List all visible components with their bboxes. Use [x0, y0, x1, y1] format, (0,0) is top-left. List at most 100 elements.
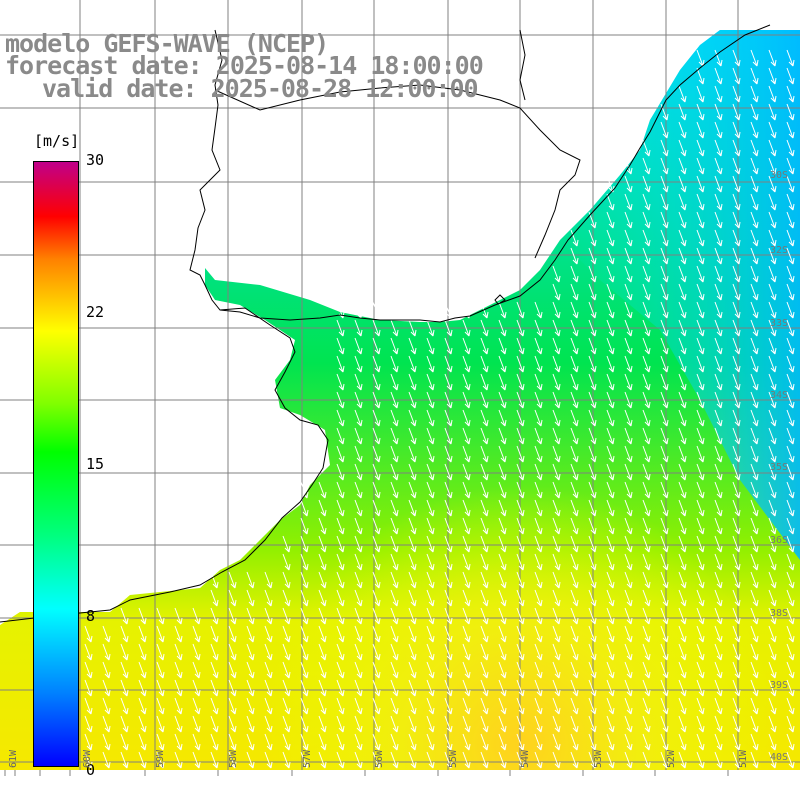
wind-arrow — [750, 175, 759, 193]
wind-arrow — [462, 373, 471, 391]
wind-arrow — [552, 625, 561, 643]
wind-arrow — [300, 751, 309, 769]
wind-arrow — [678, 157, 687, 175]
wind-arrow — [570, 445, 579, 463]
colorbar — [33, 161, 79, 767]
wind-arrow — [660, 427, 669, 445]
wind-arrow — [696, 121, 705, 139]
wind-arrow — [642, 391, 651, 409]
wind-arrow — [552, 355, 561, 373]
wind-arrow — [606, 283, 615, 301]
wind-arrow — [534, 337, 543, 355]
wind-arrow — [678, 607, 687, 625]
wind-arrow — [714, 499, 723, 517]
coastline-plata — [219, 24, 771, 323]
wind-arrow — [642, 571, 651, 589]
wind-arrow — [336, 481, 345, 499]
wind-arrow — [210, 571, 219, 589]
wind-arrow — [354, 373, 363, 391]
wind-arrow — [660, 499, 669, 517]
wind-arrow — [768, 211, 777, 229]
wind-arrow — [786, 247, 795, 265]
wind-arrow — [462, 571, 471, 589]
wind-arrow — [732, 697, 741, 715]
wind-arrow — [336, 553, 345, 571]
latitude-label: 38S — [770, 608, 789, 619]
wind-arrow — [696, 751, 705, 769]
wind-arrow — [768, 229, 777, 247]
wind-arrow — [354, 715, 363, 733]
wind-arrow — [696, 409, 705, 427]
wind-arrow — [426, 733, 435, 751]
wind-arrow — [570, 751, 579, 769]
wind-arrow — [282, 571, 291, 589]
wind-arrow — [696, 265, 705, 283]
wind-arrow — [732, 355, 741, 373]
wind-arrow — [210, 679, 219, 697]
wind-arrow — [768, 283, 777, 301]
wind-arrow — [768, 607, 777, 625]
wind-arrow — [588, 679, 597, 697]
wind-arrow — [534, 301, 543, 319]
wind-arrow — [462, 733, 471, 751]
coastline-main — [0, 29, 329, 623]
wind-arrow — [264, 571, 273, 589]
wind-arrow — [336, 571, 345, 589]
wind-arrow — [678, 265, 687, 283]
wind-arrow — [786, 445, 795, 463]
wind-arrow — [750, 427, 759, 445]
wind-arrow — [228, 661, 237, 679]
wind-arrow — [570, 535, 579, 553]
wind-arrow — [462, 517, 471, 535]
border-uruguay — [214, 84, 581, 259]
wind-arrow — [480, 409, 489, 427]
wind-arrow — [498, 733, 507, 751]
wind-arrow — [624, 571, 633, 589]
wind-arrow — [336, 373, 345, 391]
wind-arrow — [444, 301, 453, 319]
wind-arrow — [696, 607, 705, 625]
wind-arrow — [696, 229, 705, 247]
wind-arrow — [174, 715, 183, 733]
wind-arrow — [516, 535, 525, 553]
wind-arrow — [120, 625, 129, 643]
wind-arrow — [354, 571, 363, 589]
wind-arrow — [660, 139, 669, 157]
wind-arrow — [786, 589, 795, 607]
wind-arrow — [552, 607, 561, 625]
wind-arrow — [192, 679, 201, 697]
wind-arrow — [642, 283, 651, 301]
wind-arrow — [570, 571, 579, 589]
wind-arrow — [714, 643, 723, 661]
wind-arrow — [552, 589, 561, 607]
wind-arrow — [426, 589, 435, 607]
wind-arrow — [516, 427, 525, 445]
wind-arrow — [786, 697, 795, 715]
wind-arrow — [282, 697, 291, 715]
wind-arrow — [570, 247, 579, 265]
wind-arrow — [768, 463, 777, 481]
wind-arrow — [732, 301, 741, 319]
wind-arrow — [228, 607, 237, 625]
wind-arrow — [786, 553, 795, 571]
wind-arrow — [642, 589, 651, 607]
wind-arrow — [390, 301, 399, 319]
wind-arrow — [552, 319, 561, 337]
wind-arrow — [426, 751, 435, 769]
wind-arrow — [696, 553, 705, 571]
wind-arrow — [660, 517, 669, 535]
wind-arrow — [696, 499, 705, 517]
wind-arrow — [660, 535, 669, 553]
wind-arrow — [642, 715, 651, 733]
wind-arrow — [624, 589, 633, 607]
wind-arrow — [678, 391, 687, 409]
wind-arrow — [588, 283, 597, 301]
wind-arrow — [426, 391, 435, 409]
wind-arrow — [156, 715, 165, 733]
wind-arrow — [228, 571, 237, 589]
wind-arrow — [480, 427, 489, 445]
wind-arrow — [588, 517, 597, 535]
wind-arrow — [606, 391, 615, 409]
wind-arrow — [696, 643, 705, 661]
wind-arrow — [534, 697, 543, 715]
